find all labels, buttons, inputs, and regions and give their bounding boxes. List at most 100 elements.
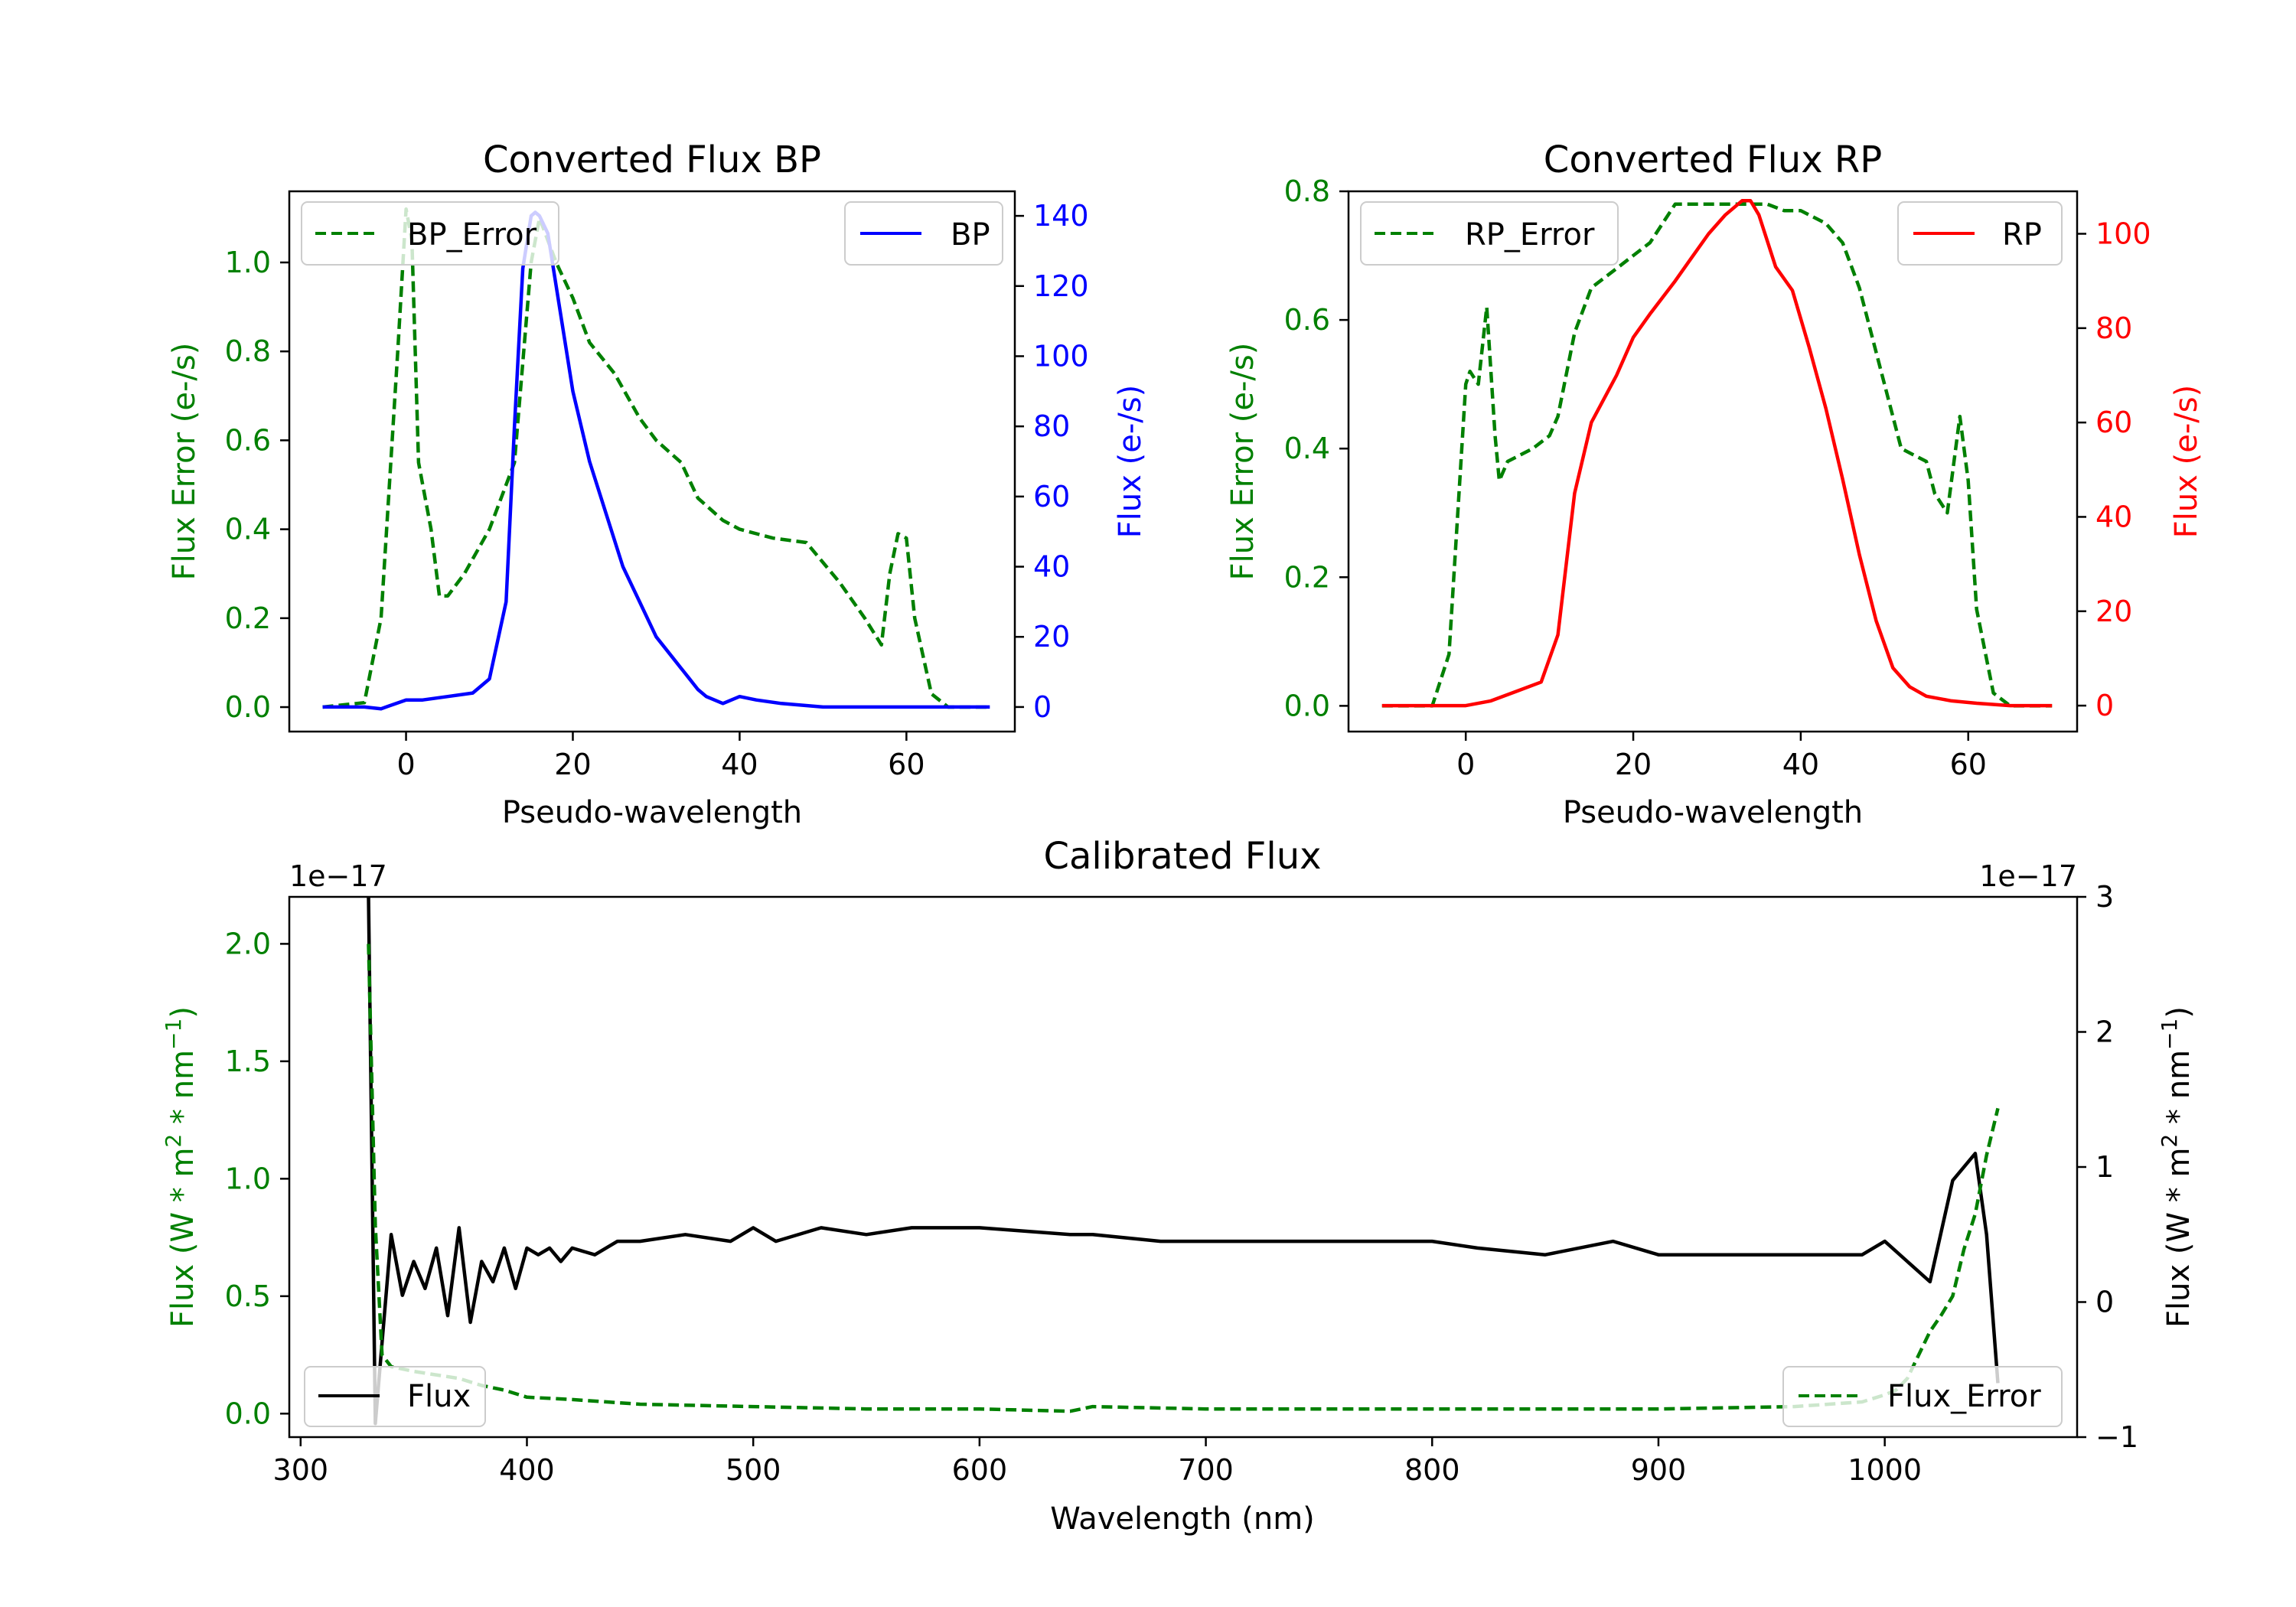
series-line-flux — [367, 896, 2000, 1426]
bp-error-legend-label: BP_Error — [407, 217, 537, 253]
cal-axes-frame — [288, 895, 2079, 1439]
cal-offset-left: 1e−17 — [289, 859, 387, 893]
y-right-tick-label: 60 — [1033, 480, 1070, 513]
y-right-tick-label: 0 — [1033, 690, 1052, 724]
bp-x-label: Pseudo-wavelength — [502, 795, 802, 830]
y-left-tick-label: 0.0 — [225, 1397, 271, 1430]
y-left-tick-label: 1.5 — [225, 1045, 271, 1078]
cal-x-label: Wavelength (nm) — [1050, 1501, 1315, 1537]
y-right-tick-label: 40 — [1033, 550, 1070, 584]
cal-offset-right: 1e−17 — [1979, 859, 2077, 893]
cal-series-lines — [367, 896, 2000, 1426]
panel-calibrated: Calibrated Flux 1e−17 1e−17 300 400 500 600… — [161, 835, 2197, 1537]
cal-legend-error: Flux_Error — [1782, 1366, 2063, 1427]
rp-legend-error: RP_Error — [1360, 201, 1619, 266]
y-right-tick-label: 2 — [2095, 1015, 2114, 1049]
cal-x-ticks: 300 400 500 600 700 800 900 1000 — [273, 1437, 1922, 1487]
y-right-tick-label: 100 — [1033, 339, 1089, 373]
y-left-tick-label: 0.6 — [1284, 303, 1330, 337]
x-tick-label: 800 — [1404, 1453, 1460, 1487]
rp-legend-flux: RP — [1897, 201, 2063, 266]
y-right-tick-label: 140 — [1033, 199, 1089, 233]
x-tick-label: 1000 — [1848, 1453, 1922, 1487]
bp-y-right-ticks: 0 20 40 60 80 100 120 140 — [1015, 199, 1089, 724]
cal-y-left-ticks: 0.0 0.5 1.0 1.5 2.0 — [225, 927, 289, 1430]
y-left-tick-label: 0.4 — [225, 513, 271, 546]
y-right-tick-label: 0 — [2095, 1286, 2114, 1319]
x-tick-label: 60 — [1950, 748, 1987, 781]
cal-y-right-label: Flux (W * m2 * nm−1) — [2157, 1006, 2197, 1328]
x-tick-label: 0 — [1456, 748, 1475, 781]
y-left-tick-label: 0.6 — [225, 423, 271, 457]
x-tick-label: 20 — [554, 748, 591, 781]
bp-title: Converted Flux BP — [483, 139, 821, 181]
x-tick-label: 40 — [1782, 748, 1819, 781]
bp-legend-label: BP — [951, 217, 990, 253]
y-right-tick-label: 0 — [2095, 689, 2114, 722]
y-left-tick-label: 0.4 — [1284, 432, 1330, 465]
bp-y-right-label: Flux (e-/s) — [1113, 385, 1148, 538]
x-tick-label: 700 — [1178, 1453, 1234, 1487]
y-right-tick-label: 20 — [1033, 620, 1070, 654]
y-left-tick-label: 0.5 — [225, 1279, 271, 1313]
y-left-tick-label: 1.0 — [225, 246, 271, 279]
x-tick-label: 600 — [952, 1453, 1008, 1487]
cal-y-right-ticks: −1 0 1 2 3 — [2077, 880, 2138, 1454]
y-left-tick-label: 0.8 — [1284, 174, 1330, 208]
y-left-tick-label: 0.0 — [1284, 689, 1330, 722]
y-left-tick-label: 1.0 — [225, 1162, 271, 1195]
rp-title: Converted Flux RP — [1544, 139, 1882, 181]
rp-axes-frame — [1347, 190, 2079, 733]
cal-flux-legend-label: Flux — [407, 1379, 471, 1414]
bp-legend-error: BP_Error — [301, 201, 559, 266]
bp-y-left-label: Flux Error (e-/s) — [167, 343, 202, 581]
rp-legend-label: RP — [2002, 217, 2042, 253]
panel-bp: Converted Flux BP 0 20 40 60 0.00.20.40.60.… — [167, 139, 1148, 830]
x-tick-label: 500 — [726, 1453, 781, 1487]
x-tick-label: 900 — [1631, 1453, 1687, 1487]
y-left-tick-label: 0.0 — [225, 690, 271, 724]
cal-legend-flux: Flux — [304, 1366, 486, 1427]
y-right-tick-label: −1 — [2095, 1420, 2138, 1454]
bp-series-lines — [322, 207, 990, 711]
cal-title: Calibrated Flux — [1043, 835, 1321, 878]
cal-y-left-label: Flux (W * m2 * nm−1) — [161, 1006, 201, 1328]
x-tick-label: 40 — [721, 748, 758, 781]
y-right-tick-label: 20 — [2095, 595, 2132, 628]
y-right-tick-label: 80 — [2095, 311, 2132, 345]
x-tick-label: 0 — [396, 748, 415, 781]
bp-y-left-ticks: 0.0 0.2 0.4 0.6 0.8 1.0 — [225, 246, 289, 724]
rp-x-label: Pseudo-wavelength — [1563, 795, 1863, 830]
rp-error-legend-label: RP_Error — [1465, 217, 1595, 253]
y-left-tick-label: 0.8 — [225, 334, 271, 368]
rp-y-left-label: Flux Error (e-/s) — [1225, 343, 1261, 581]
bp-axes-frame — [288, 190, 1016, 733]
series-line-flux-error — [367, 944, 2000, 1413]
series-line-rp — [1381, 199, 2053, 708]
y-left-tick-label: 2.0 — [225, 927, 271, 960]
panel-rp: Converted Flux RP 0 20 40 60 0.00.20.40.60.… — [1225, 139, 2204, 830]
rp-y-left-ticks: 0.0 0.2 0.4 0.6 0.8 — [1284, 174, 1349, 722]
rp-y-right-ticks: 0 20 40 60 80 100 — [2077, 217, 2151, 722]
x-tick-label: 20 — [1615, 748, 1652, 781]
y-left-tick-label: 0.2 — [225, 601, 271, 635]
bp-x-ticks: 0 20 40 60 — [396, 732, 925, 781]
x-tick-label: 400 — [499, 1453, 555, 1487]
rp-x-ticks: 0 20 40 60 — [1456, 732, 1987, 781]
cal-error-legend-label: Flux_Error — [1887, 1379, 2041, 1414]
rp-y-right-label: Flux (e-/s) — [2169, 385, 2204, 538]
y-right-tick-label: 80 — [1033, 409, 1070, 443]
series-line-bp-error — [322, 207, 990, 709]
y-right-tick-label: 120 — [1033, 269, 1089, 303]
x-tick-label: 300 — [273, 1453, 329, 1487]
series-line-bp — [322, 210, 990, 711]
y-right-tick-label: 60 — [2095, 406, 2132, 439]
series-line-rp-error — [1381, 202, 2053, 708]
x-tick-label: 60 — [888, 748, 925, 781]
y-right-tick-label: 1 — [2095, 1150, 2114, 1184]
y-right-tick-label: 100 — [2095, 217, 2151, 250]
y-right-tick-label: 3 — [2095, 880, 2114, 914]
y-left-tick-label: 0.2 — [1284, 560, 1330, 594]
rp-series-lines — [1381, 199, 2053, 708]
